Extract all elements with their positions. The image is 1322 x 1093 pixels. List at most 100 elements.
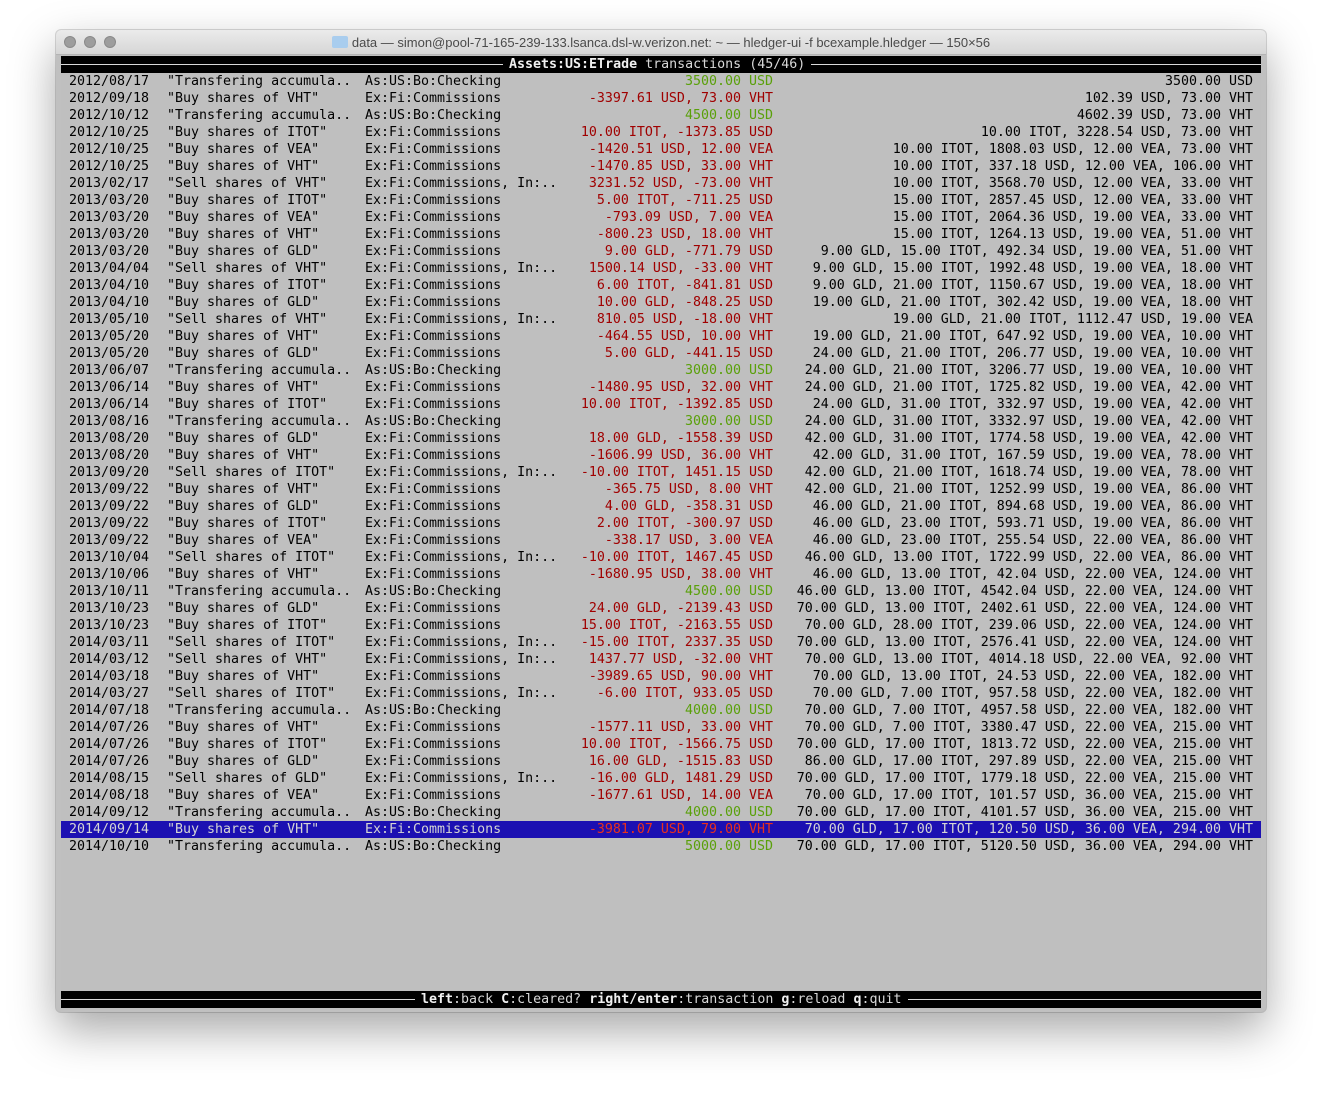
transaction-row[interactable]: 2014/07/26 "Buy shares of ITOT" Ex:Fi:Comm…	[61, 736, 1261, 753]
transaction-row[interactable]: 2013/05/20 "Buy shares of VHT" Ex:Fi:Commi…	[61, 328, 1261, 345]
transaction-row[interactable]: 2013/05/20 "Buy shares of GLD" Ex:Fi:Commi…	[61, 345, 1261, 362]
description: "Buy shares of ITOT"	[167, 125, 328, 140]
transaction-row[interactable]: 2013/04/04 "Sell shares of VHT" Ex:Fi:Comm…	[61, 260, 1261, 277]
other-accounts: Ex:Fi:Commissions, In:..	[365, 635, 558, 650]
other-accounts: Ex:Fi:Commissions	[365, 822, 502, 837]
transaction-row[interactable]: 2013/06/14 "Buy shares of VHT" Ex:Fi:Commi…	[61, 379, 1261, 396]
description: "Sell shares of ITOT"	[167, 465, 336, 480]
balance: 3500.00 USD	[1164, 74, 1253, 89]
change-amount: -1677.61 USD, 14.00 VEA	[588, 788, 773, 803]
date: 2012/10/25	[69, 142, 150, 157]
transaction-row[interactable]: 2014/07/26 "Buy shares of GLD" Ex:Fi:Commi…	[61, 753, 1261, 770]
transaction-row[interactable]: 2013/10/23 "Buy shares of GLD" Ex:Fi:Commi…	[61, 600, 1261, 617]
transaction-row[interactable]: 2013/04/10 "Buy shares of GLD" Ex:Fi:Commi…	[61, 294, 1261, 311]
transaction-row[interactable]: 2013/08/16 "Transfering accumula.. As:US:B…	[61, 413, 1261, 430]
change-amount: -1420.51 USD, 12.00 VEA	[588, 142, 773, 157]
minimize-button[interactable]	[84, 36, 96, 48]
balance: 70.00 GLD, 7.00 ITOT, 957.58 USD, 22.00 …	[812, 686, 1253, 701]
transaction-row[interactable]: 2014/03/11 "Sell shares of ITOT" Ex:Fi:Com…	[61, 634, 1261, 651]
key-name: left	[421, 992, 454, 1007]
transaction-row[interactable]: 2012/10/25 "Buy shares of ITOT" Ex:Fi:Comm…	[61, 124, 1261, 141]
transaction-row[interactable]: 2013/10/04 "Sell shares of ITOT" Ex:Fi:Com…	[61, 549, 1261, 566]
transaction-row[interactable]: 2013/02/17 "Sell shares of VHT" Ex:Fi:Comm…	[61, 175, 1261, 192]
transaction-row[interactable]: 2014/09/12 "Transfering accumula.. As:US:B…	[61, 804, 1261, 821]
transaction-row[interactable]: 2013/09/22 "Buy shares of GLD" Ex:Fi:Commi…	[61, 498, 1261, 515]
transaction-row[interactable]: 2014/03/27 "Sell shares of ITOT" Ex:Fi:Com…	[61, 685, 1261, 702]
date: 2013/10/11	[69, 584, 150, 599]
description: "Buy shares of GLD"	[167, 346, 320, 361]
other-accounts: Ex:Fi:Commissions	[365, 431, 502, 446]
date: 2013/10/04	[69, 550, 150, 565]
transaction-row[interactable]: 2013/04/10 "Buy shares of ITOT" Ex:Fi:Comm…	[61, 277, 1261, 294]
transaction-row-selected[interactable]: 2014/09/14 "Buy shares of VHT" Ex:Fi:Commi…	[61, 821, 1261, 838]
key-separator: :	[789, 992, 798, 1007]
description: "Sell shares of GLD"	[167, 771, 328, 786]
transaction-row[interactable]: 2012/10/25 "Buy shares of VHT" Ex:Fi:Commi…	[61, 158, 1261, 175]
other-accounts: As:US:Bo:Checking	[365, 584, 502, 599]
key-hint: q:quit	[853, 992, 901, 1007]
transaction-row[interactable]: 2013/03/20 "Buy shares of VEA" Ex:Fi:Commi…	[61, 209, 1261, 226]
description: "Transfering accumula..	[167, 584, 352, 599]
date: 2013/08/20	[69, 448, 150, 463]
transaction-row[interactable]: 2013/08/20 "Buy shares of GLD" Ex:Fi:Commi…	[61, 430, 1261, 447]
other-accounts: Ex:Fi:Commissions	[365, 227, 502, 242]
change-amount: 4.00 GLD, -358.31 USD	[604, 499, 773, 514]
description: "Buy shares of VHT"	[167, 380, 320, 395]
transactions-list[interactable]: 2012/08/17 "Transfering accumula.. As:US:B…	[61, 73, 1261, 855]
transaction-row[interactable]: 2013/09/22 "Buy shares of ITOT" Ex:Fi:Comm…	[61, 515, 1261, 532]
transaction-row[interactable]: 2012/10/12 "Transfering accumula.. As:US:B…	[61, 107, 1261, 124]
transaction-row[interactable]: 2013/06/07 "Transfering accumula.. As:US:B…	[61, 362, 1261, 379]
balance: 46.00 GLD, 23.00 ITOT, 593.71 USD, 19.00…	[812, 516, 1253, 531]
key-separator: :	[677, 992, 686, 1007]
balance: 15.00 ITOT, 2857.45 USD, 12.00 VEA, 33.0…	[892, 193, 1253, 208]
transaction-row[interactable]: 2014/07/18 "Transfering accumula.. As:US:B…	[61, 702, 1261, 719]
transaction-row[interactable]: 2014/08/15 "Sell shares of GLD" Ex:Fi:Comm…	[61, 770, 1261, 787]
transaction-row[interactable]: 2012/10/25 "Buy shares of VEA" Ex:Fi:Commi…	[61, 141, 1261, 158]
transaction-row[interactable]: 2013/05/10 "Sell shares of VHT" Ex:Fi:Comm…	[61, 311, 1261, 328]
transaction-row[interactable]: 2013/03/20 "Buy shares of ITOT" Ex:Fi:Comm…	[61, 192, 1261, 209]
transaction-row[interactable]: 2014/10/10 "Transfering accumula.. As:US:B…	[61, 838, 1261, 855]
other-accounts: Ex:Fi:Commissions	[365, 278, 502, 293]
transaction-row[interactable]: 2013/03/20 "Buy shares of GLD" Ex:Fi:Commi…	[61, 243, 1261, 260]
transaction-row[interactable]: 2013/06/14 "Buy shares of ITOT" Ex:Fi:Comm…	[61, 396, 1261, 413]
date: 2014/09/14	[69, 822, 150, 837]
key-hint: C:cleared?	[501, 992, 581, 1007]
close-button[interactable]	[64, 36, 76, 48]
other-accounts: As:US:Bo:Checking	[365, 108, 502, 123]
balance: 70.00 GLD, 17.00 ITOT, 101.57 USD, 36.00…	[804, 788, 1253, 803]
description: "Buy shares of GLD"	[167, 754, 320, 769]
transaction-row[interactable]: 2013/10/06 "Buy shares of VHT" Ex:Fi:Commi…	[61, 566, 1261, 583]
transaction-row[interactable]: 2013/09/22 "Buy shares of VHT" Ex:Fi:Commi…	[61, 481, 1261, 498]
transaction-row[interactable]: 2014/08/18 "Buy shares of VEA" Ex:Fi:Commi…	[61, 787, 1261, 804]
balance: 70.00 GLD, 17.00 ITOT, 120.50 USD, 36.00…	[804, 822, 1253, 837]
description: "Buy shares of GLD"	[167, 499, 320, 514]
date: 2013/10/23	[69, 618, 150, 633]
balance: 42.00 GLD, 21.00 ITOT, 1618.74 USD, 19.0…	[804, 465, 1253, 480]
transaction-row[interactable]: 2014/03/12 "Sell shares of VHT" Ex:Fi:Comm…	[61, 651, 1261, 668]
transaction-row[interactable]: 2013/09/20 "Sell shares of ITOT" Ex:Fi:Com…	[61, 464, 1261, 481]
transaction-row[interactable]: 2013/08/20 "Buy shares of VHT" Ex:Fi:Commi…	[61, 447, 1261, 464]
change-amount: 3500.00 USD	[684, 74, 773, 89]
description: "Buy shares of VHT"	[167, 669, 320, 684]
change-amount: 5.00 ITOT, -711.25 USD	[596, 193, 773, 208]
description: "Transfering accumula..	[167, 363, 352, 378]
transaction-row[interactable]: 2013/10/23 "Buy shares of ITOT" Ex:Fi:Comm…	[61, 617, 1261, 634]
transaction-row[interactable]: 2012/08/17 "Transfering accumula.. As:US:B…	[61, 73, 1261, 90]
terminal[interactable]: Assets:US:ETrade transactions (45/46) 20…	[61, 56, 1261, 1008]
transaction-row[interactable]: 2013/09/22 "Buy shares of VEA" Ex:Fi:Commi…	[61, 532, 1261, 549]
other-accounts: Ex:Fi:Commissions	[365, 397, 502, 412]
transaction-row[interactable]: 2013/03/20 "Buy shares of VHT" Ex:Fi:Commi…	[61, 226, 1261, 243]
transaction-row[interactable]: 2014/07/26 "Buy shares of VHT" Ex:Fi:Commi…	[61, 719, 1261, 736]
description: "Buy shares of ITOT"	[167, 737, 328, 752]
other-accounts: Ex:Fi:Commissions	[365, 601, 502, 616]
zoom-button[interactable]	[104, 36, 116, 48]
description: "Buy shares of VHT"	[167, 227, 320, 242]
change-amount: -1480.95 USD, 32.00 VHT	[588, 380, 773, 395]
transaction-row[interactable]: 2014/03/18 "Buy shares of VHT" Ex:Fi:Commi…	[61, 668, 1261, 685]
transaction-row[interactable]: 2012/09/18 "Buy shares of VHT" Ex:Fi:Commi…	[61, 90, 1261, 107]
date: 2013/09/22	[69, 482, 150, 497]
transaction-row[interactable]: 2013/10/11 "Transfering accumula.. As:US:B…	[61, 583, 1261, 600]
date: 2013/05/20	[69, 329, 150, 344]
change-amount: 10.00 ITOT, -1373.85 USD	[580, 125, 773, 140]
description: "Sell shares of ITOT"	[167, 686, 336, 701]
